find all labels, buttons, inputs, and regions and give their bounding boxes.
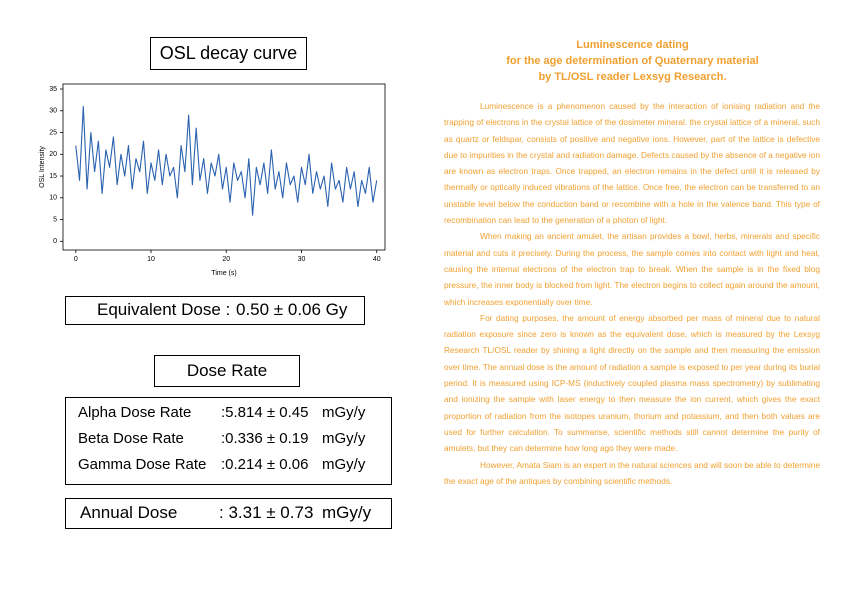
x-axis-label: Time (s) [211, 270, 236, 277]
dose-rate-name: Beta Dose Rate [78, 430, 184, 447]
x-tick-label: 20 [222, 256, 230, 263]
dose-rate-value: :0.336 ± 0.19 [221, 430, 309, 447]
equivalent-dose-box [65, 296, 365, 325]
dose-rate-name: Alpha Dose Rate [78, 404, 192, 421]
chart-title-box [150, 37, 307, 70]
paragraph: However, Amata Siam is an expert in the … [444, 459, 820, 486]
y-tick-label: 35 [49, 86, 57, 93]
equivalent-dose-value: 0.50 ± 0.06 Gy [236, 300, 348, 319]
dose-rate-name: Gamma Dose Rate [78, 456, 207, 473]
title-line: for the age determination of Quaternary … [506, 55, 759, 67]
article-title: Luminescence dating for the age determin… [460, 37, 805, 85]
y-tick-label: 20 [49, 151, 57, 158]
paragraph: Luminescence is a phenomenon caused by t… [444, 101, 820, 226]
dose-rate-title: Dose Rate [186, 361, 268, 380]
annual-dose-label: Annual Dose [80, 503, 178, 522]
title-line: Luminescence dating [576, 39, 689, 51]
dose-rate-unit: mGy/y [322, 430, 366, 447]
y-tick-label: 25 [49, 129, 57, 136]
plot-frame [62, 83, 386, 251]
chart: 0 5 10 15 20 25 30 35 0 10 20 30 40 Time (s) OSL Inten… [39, 83, 386, 277]
annual-dose-unit: mGy/y [322, 503, 372, 522]
title-line: by TL/OSL reader Lexsyg Research. [538, 71, 727, 83]
dose-rate-unit: mGy/y [322, 456, 366, 473]
x-tick-label: 0 [74, 256, 78, 263]
paragraph: For dating purposes, the amount of energ… [444, 312, 820, 454]
x-tick-label: 10 [147, 256, 155, 263]
y-tick-label: 5 [53, 216, 57, 223]
article: Luminescence is a phenomenon caused by t… [444, 98, 820, 489]
x-tick-label: 40 [373, 256, 381, 263]
y-tick-label: 0 [53, 238, 57, 245]
annual-dose-value: : 3.31 ± 0.73 [219, 503, 314, 522]
y-axis-label: OSL Intensity [39, 146, 46, 188]
dose-rate-box [65, 397, 392, 485]
y-tick-label: 30 [49, 108, 57, 115]
y-tick-label: 15 [49, 173, 57, 180]
dose-rate-title-box [154, 355, 300, 387]
x-tick-label: 30 [298, 256, 306, 263]
y-tick-label: 10 [49, 195, 57, 202]
dose-rate-unit: mGy/y [322, 404, 366, 421]
annual-dose-box [65, 498, 392, 529]
dose-rate-value: :5.814 ± 0.45 [221, 404, 309, 421]
chart-title: OSL decay curve [159, 43, 298, 63]
paragraph: When making an ancient amulet, the artis… [444, 231, 820, 307]
dose-rate-value: :0.214 ± 0.06 [221, 456, 309, 473]
data-line [75, 105, 378, 216]
equivalent-dose-label: Equivalent Dose : [97, 300, 231, 319]
